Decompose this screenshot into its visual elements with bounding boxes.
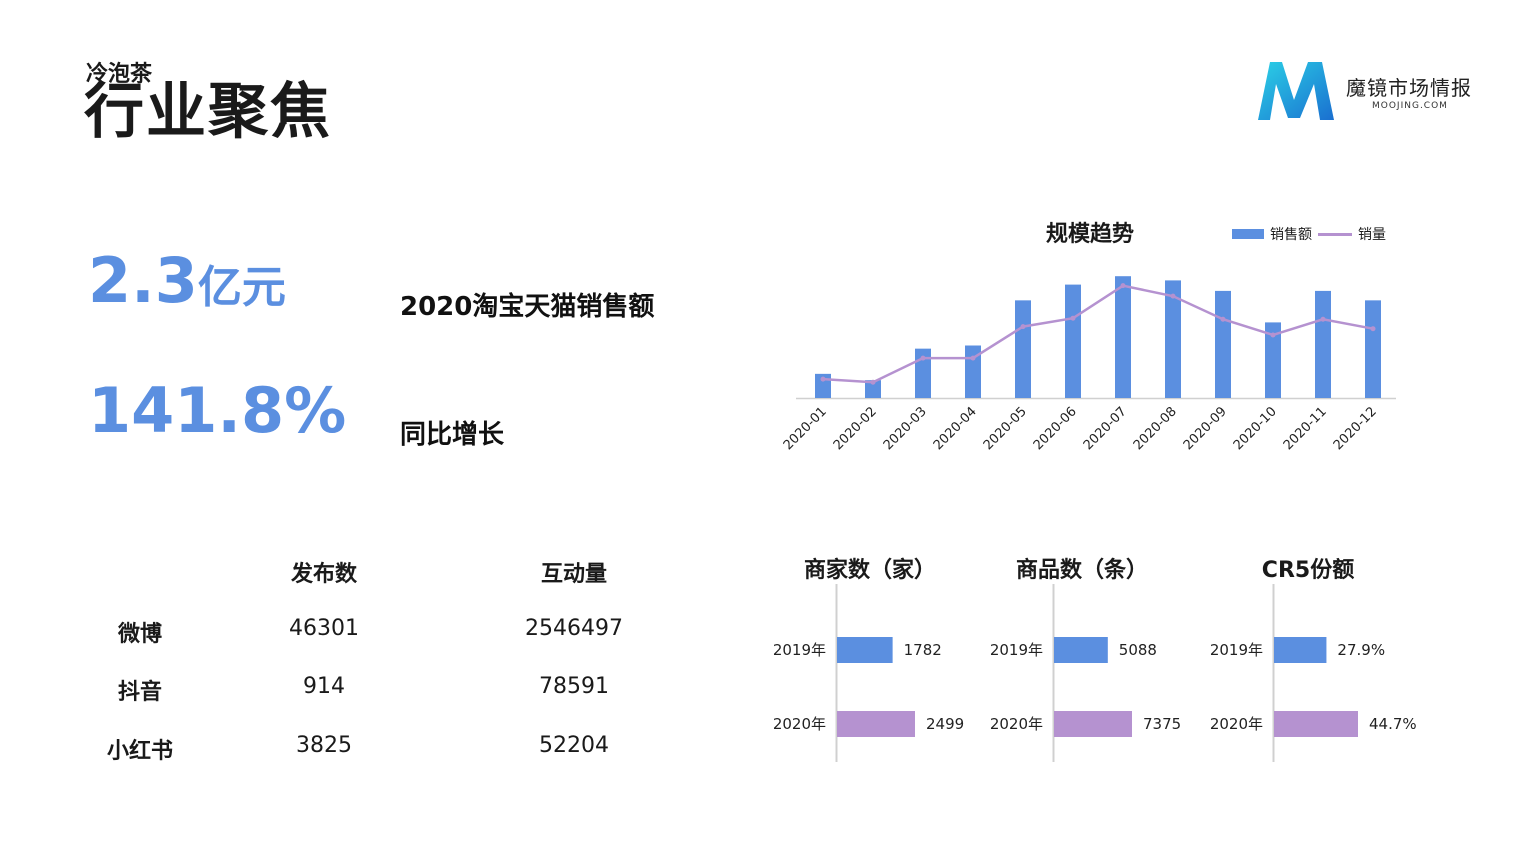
trend-chart: 2020-01 2020-02 2020-03 2020-04 2020-05 2020-… [781,276,1396,453]
table-row-label-douyin: 抖音 [117,680,162,705]
volume-point [1270,332,1276,338]
hbar-category-label: 2020年 [1210,715,1263,733]
sales-bar [865,380,881,398]
merchants-chart: 2019年 1782 2020年 2499 [773,584,964,762]
kpi-sales-value: 2.3 [88,244,198,317]
table-cell-douyin-interactions: 78591 [539,674,609,699]
table-cell-weibo-posts: 46301 [289,616,359,641]
hbar-category-label: 2019年 [1210,641,1263,659]
trend-tick-label: 2020-07 [1081,404,1130,453]
legend-bar-swatch [1232,229,1264,239]
volume-point [920,355,926,361]
table-cell-weibo-interactions: 2546497 [525,616,623,641]
sales-bar [1265,322,1281,398]
volume-point [1320,316,1326,322]
trend-tick-label: 2020-09 [1181,404,1230,453]
hbar-bar [1054,711,1132,737]
table-row-label-weibo: 微博 [117,622,162,647]
logo-url: MOOJING.COM [1372,101,1448,111]
merchants-chart-title: 商家数（家） [803,558,936,583]
table-cell-xiaohongshu-interactions: 52204 [539,733,609,758]
hbar-category-label: 2020年 [773,715,826,733]
hbar-value-label: 27.9% [1337,641,1385,659]
kpi-growth-label: 同比增长 [400,420,505,450]
sales-bar [1215,290,1231,398]
sales-bar [1115,276,1131,398]
volume-point [1170,293,1176,299]
trend-tick-label: 2020-05 [981,404,1030,453]
volume-point [1370,326,1376,332]
sales-bar [1315,290,1331,398]
volume-line [822,284,1374,384]
trend-tick-label: 2020-10 [1231,404,1280,453]
legend-line-swatch [1318,232,1352,236]
cr5-chart: 2019年 27.9% 2020年 44.7% [1210,584,1417,762]
hbar-value-label: 2499 [926,715,964,733]
volume-point [1020,324,1026,330]
table-header-posts: 发布数 [290,562,357,587]
legend-line-label: 销量 [1358,227,1386,243]
trend-tick-label: 2020-11 [1281,404,1330,453]
hbar-bar [1274,711,1358,737]
trend-tick-label: 2020-04 [931,404,980,453]
trend-chart-legend: 销售额 销量 [1232,224,1386,244]
hbar-category-label: 2019年 [773,641,826,659]
volume-point [1070,315,1076,321]
products-chart-title: 商品数（条） [1015,558,1148,583]
products-chart: 2019年 5088 2020年 7375 [990,584,1181,762]
hbar-category-label: 2019年 [990,641,1043,659]
kpi-sales-label: 2020淘宝天猫销售额 [400,292,655,322]
legend-bar-label: 销售额 [1270,227,1312,243]
hbar-value-label: 44.7% [1369,715,1417,733]
trend-chart-title: 规模趋势 [1045,222,1134,247]
kpi-growth-value: 141.8% [88,374,347,447]
table-header-interactions: 互动量 [540,562,607,587]
volume-point [1120,283,1126,289]
hbar-bar [837,711,915,737]
volume-point [870,379,876,385]
trend-tick-label: 2020-01 [781,404,830,453]
hbar-category-label: 2020年 [990,715,1043,733]
cr5-chart-title: CR5份额 [1261,558,1355,583]
kpi-sales-unit: 亿元 [197,262,286,313]
kpi-sales: 2.3亿元 [88,250,286,312]
hbar-bar [1054,637,1108,663]
page-subtitle: 冷泡茶 [86,62,153,87]
table-row-label-xiaohongshu: 小红书 [106,739,173,764]
hbar-value-label: 1782 [904,641,942,659]
table-cell-xiaohongshu-posts: 3825 [296,733,352,758]
sales-bar [1165,280,1181,398]
hbar-value-label: 5088 [1119,641,1157,659]
hbar-bar [837,637,893,663]
trend-tick-label: 2020-08 [1131,404,1180,453]
page-title: 行业聚焦 [84,77,332,147]
trend-tick-label: 2020-03 [881,404,930,453]
hbar-bar [1274,637,1327,663]
logo-name: 魔镜市场情报 [1346,76,1472,100]
trend-tick-label: 2020-02 [831,404,880,453]
volume-point [1220,316,1226,322]
moojing-logo-icon [1258,62,1334,120]
sales-bar [1065,284,1081,398]
trend-tick-label: 2020-12 [1331,404,1380,453]
volume-point [970,355,976,361]
sales-bar [1015,300,1031,398]
sales-bar [1365,300,1381,398]
table-cell-douyin-posts: 914 [303,674,345,699]
volume-point [820,376,826,382]
hbar-value-label: 7375 [1143,715,1181,733]
trend-tick-label: 2020-06 [1031,404,1080,453]
